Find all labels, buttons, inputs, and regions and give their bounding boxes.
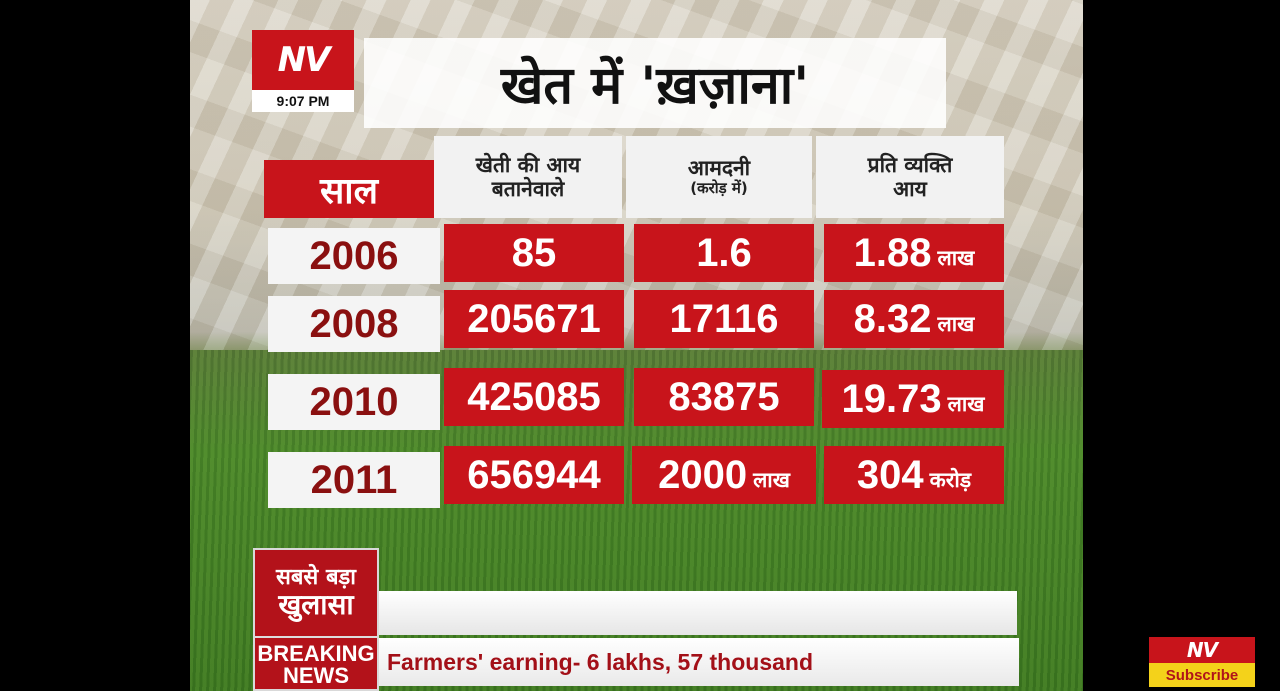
row-per-capita: 304 करोड़ — [824, 446, 1004, 504]
row-earners: 425085 — [444, 368, 624, 426]
graphic-title: खेत में 'ख़ज़ाना' — [364, 38, 946, 128]
row-earners: 656944 — [444, 446, 624, 504]
row-income-value: 17116 — [669, 296, 779, 341]
row-income-value: 2000 — [658, 452, 748, 497]
row-year: 2010 — [268, 374, 440, 430]
news-word: NEWS — [283, 662, 349, 688]
row-income: 2000 लाख — [632, 446, 816, 504]
ticker-headline: Farmers' earning- 6 lakhs, 57 thousand — [379, 638, 1019, 686]
subscribe-label: Subscribe — [1149, 663, 1255, 687]
row-per-capita: 1.88 लाख — [824, 224, 1004, 282]
earners-header-line1: खेती की आय — [475, 152, 581, 177]
badge-title: सबसे बड़ा खुलासा — [255, 550, 377, 636]
income-header-line1: आमदनी — [687, 156, 751, 181]
badge-line1: सबसे बड़ा — [276, 564, 356, 590]
row-income: 1.6 — [634, 224, 814, 282]
clock-time: 9:07 PM — [252, 90, 354, 112]
channel-logo-mark: NV — [252, 30, 354, 90]
row-year: 2011 — [268, 452, 440, 508]
row-year: 2006 — [268, 228, 440, 284]
per-capita-header-line1: प्रति व्यक्ति — [867, 152, 953, 177]
row-per-capita: 19.73 लाख — [822, 370, 1004, 428]
row-per-capita: 8.32 लाख — [824, 290, 1004, 348]
row-income: 83875 — [634, 368, 814, 426]
row-income-unit: लाख — [753, 468, 790, 492]
breaking-word: BREAKING — [257, 640, 375, 666]
row-per-capita-unit: लाख — [937, 246, 975, 270]
row-income-value: 1.6 — [696, 230, 752, 275]
row-per-capita-value: 304 — [856, 452, 924, 497]
per-capita-header-line2: आय — [893, 177, 927, 201]
subscribe-logo-mark: NV — [1149, 637, 1255, 663]
per-capita-column-header: प्रति व्यक्ति आय — [816, 136, 1004, 218]
breaking-news-badge: सबसे बड़ा खुलासा BREAKING NEWS — [253, 548, 379, 691]
row-per-capita-unit: लाख — [937, 312, 975, 336]
row-income-value: 83875 — [668, 374, 780, 419]
row-year: 2008 — [268, 296, 440, 352]
income-header-line2: (करोड़ में) — [690, 179, 748, 198]
subscribe-button[interactable]: NV Subscribe — [1149, 637, 1255, 687]
channel-logo: NV 9:07 PM — [252, 30, 354, 112]
income-column-header: आमदनी (करोड़ में) — [626, 136, 812, 218]
earners-header-line2: बतानेवाले — [491, 177, 565, 201]
row-income: 17116 — [634, 290, 814, 348]
row-per-capita-value: 1.88 — [853, 230, 932, 275]
row-per-capita-value: 19.73 — [841, 376, 942, 421]
row-per-capita-value: 8.32 — [853, 296, 932, 341]
earners-column-header: खेती की आय बतानेवाले — [434, 136, 622, 218]
row-per-capita-unit: लाख — [947, 392, 985, 416]
row-per-capita-unit: करोड़ — [929, 468, 972, 492]
ticker-upper-bar — [379, 591, 1017, 635]
row-earners: 205671 — [444, 290, 624, 348]
year-column-header: साल — [264, 160, 434, 218]
row-earners: 85 — [444, 224, 624, 282]
badge-line2: खुलासा — [278, 587, 354, 621]
breaking-news-label: BREAKING NEWS — [255, 636, 377, 691]
